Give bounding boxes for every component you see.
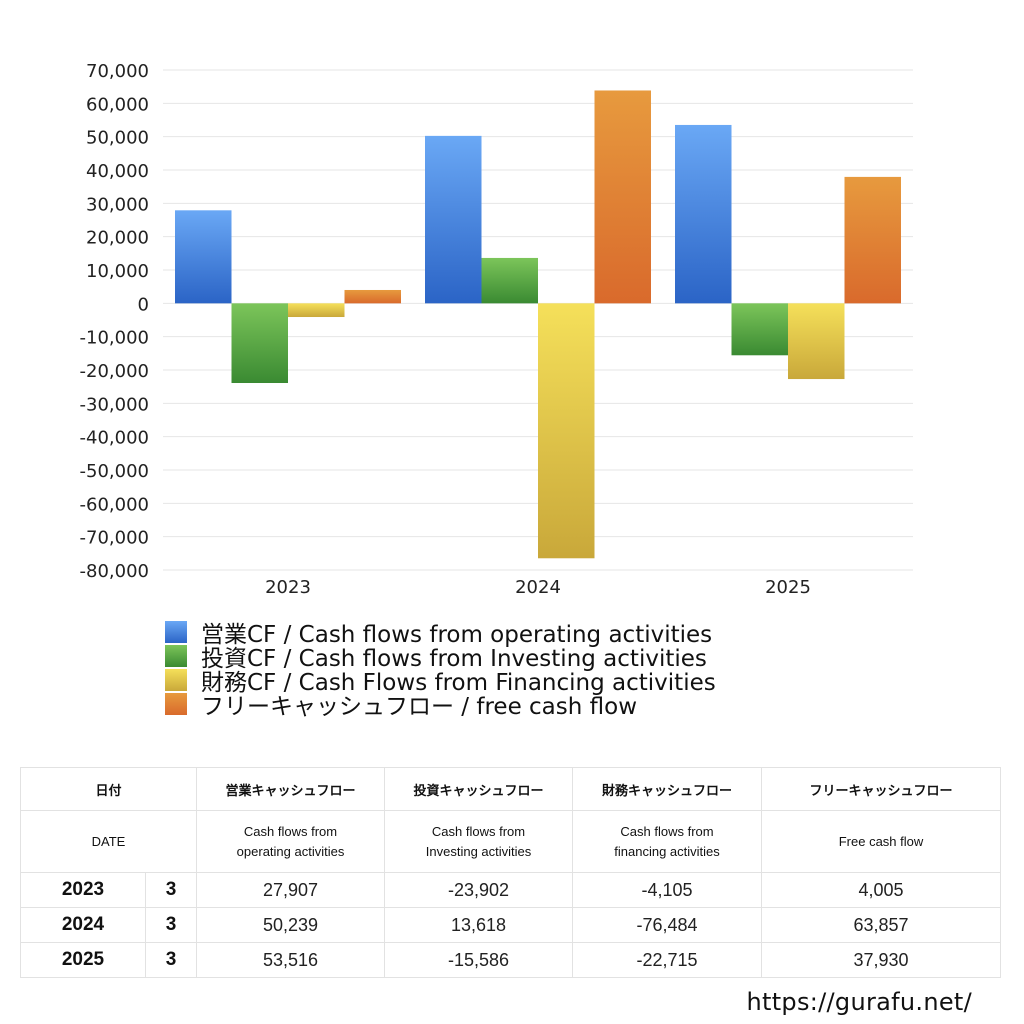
cell-free-cash-flow: 37,930 [761,942,1002,978]
legend: 営業CF / Cash flows from operating activit… [165,620,716,720]
cell-free-cash-flow: 63,857 [761,907,1002,943]
x-tick-label: 2024 [515,577,561,598]
header-date-jp: 日付 [19,767,198,811]
cell-operating: 27,907 [196,872,386,908]
cash-flow-table: 日付 営業キャッシュフロー 投資キャッシュフロー 財務キャッシュフロー フリーキ… [19,767,1002,978]
y-tick-label: -70,000 [80,528,149,549]
table-row: 2024 3 50,239 13,618 -76,484 63,857 [20,907,1002,943]
y-tick-label: -30,000 [80,394,149,415]
header-operating-jp: 営業キャッシュフロー [196,767,386,811]
header-free-cash-flow-jp: フリーキャッシュフロー [761,767,1002,811]
y-tick-label: 10,000 [86,261,149,282]
table-header-jp: 日付 営業キャッシュフロー 投資キャッシュフロー 財務キャッシュフロー フリーキ… [19,767,1002,811]
bars [175,90,901,559]
header-date-en: DATE [19,810,198,873]
y-tick-label: -40,000 [80,428,149,449]
legend-label-financing: 財務CF / Cash Flows from Financing activit… [201,670,716,696]
legend-swatch-free-cash-flow [165,693,187,715]
y-tick-label: -60,000 [80,494,149,515]
y-tick-label: 20,000 [86,228,149,249]
header-investing-jp: 投資キャッシュフロー [384,767,574,811]
row-year: 2023 [20,872,146,908]
cell-free-cash-flow: 4,005 [761,872,1002,908]
x-tick-label: 2025 [765,577,811,598]
bar-2025-series-1 [731,303,788,356]
row-year: 2024 [20,907,146,943]
row-month: 3 [144,942,198,978]
y-tick-label: -10,000 [80,328,149,349]
bar-2025-series-0 [675,124,732,304]
y-tick-label: 60,000 [86,94,149,115]
legend-swatch-operating [165,621,187,643]
bar-2023-series-0 [175,210,232,304]
bar-2023-series-2 [288,303,345,318]
y-tick-label: 0 [138,294,149,315]
source-url: https://gurafu.net/ [746,988,972,1016]
header-investing-en: Cash flows from Investing activities [384,810,574,873]
bar-2023-series-3 [344,289,401,304]
header-free-cash-flow-en: Free cash flow [761,810,1002,873]
cell-financing: -76,484 [572,907,763,943]
cell-financing: -22,715 [572,942,763,978]
row-month: 3 [144,907,198,943]
y-tick-label: -20,000 [80,361,149,382]
y-tick-label: -50,000 [80,461,149,482]
row-year: 2025 [20,942,146,978]
table-header-en: DATE Cash flows from operating activities… [19,810,1002,873]
header-financing-en: Cash flows from financing activities [572,810,763,873]
bar-2024-series-2 [538,303,595,559]
bar-2024-series-3 [594,90,651,304]
cell-operating: 50,239 [196,907,386,943]
bar-2023-series-1 [231,303,288,384]
table-row: 2025 3 53,516 -15,586 -22,715 37,930 [20,942,1002,978]
y-tick-label: 70,000 [86,61,149,82]
header-financing-jp: 財務キャッシュフロー [572,767,763,811]
cash-flow-chart: 70,000 60,000 50,000 40,000 30,000 20,000 10,0… [80,61,913,598]
table-row: 2023 3 27,907 -23,902 -4,105 4,005 [20,872,1002,908]
legend-swatch-investing [165,645,187,667]
x-axis-tick-labels: 2023 2024 2025 [265,577,811,598]
legend-item-investing: 投資CF / Cash flows from Investing activit… [165,644,716,672]
bar-2024-series-0 [425,135,482,304]
legend-swatch-financing [165,669,187,691]
bar-2024-series-1 [481,257,538,304]
y-axis-tick-labels: 70,000 60,000 50,000 40,000 30,000 20,000 10,0… [80,61,149,582]
y-tick-label: 50,000 [86,128,149,149]
row-month: 3 [144,872,198,908]
cell-operating: 53,516 [196,942,386,978]
header-operating-en: Cash flows from operating activities [196,810,386,873]
cell-investing: -23,902 [384,872,574,908]
cell-financing: -4,105 [572,872,763,908]
y-tick-label: -80,000 [80,561,149,582]
legend-item-free-cash-flow: フリーキャッシュフロー / free cash flow [165,692,716,720]
cell-investing: -15,586 [384,942,574,978]
legend-item-financing: 財務CF / Cash Flows from Financing activit… [165,668,716,696]
bar-2025-series-2 [788,303,845,380]
cell-investing: 13,618 [384,907,574,943]
bar-2025-series-3 [844,176,901,304]
legend-label-investing: 投資CF / Cash flows from Investing activit… [201,646,707,672]
legend-label-operating: 営業CF / Cash flows from operating activit… [201,622,713,648]
y-tick-label: 30,000 [86,194,149,215]
legend-item-operating: 営業CF / Cash flows from operating activit… [165,620,716,648]
y-tick-label: 40,000 [86,161,149,182]
legend-label-free-cash-flow: フリーキャッシュフロー / free cash flow [201,694,638,720]
x-tick-label: 2023 [265,577,311,598]
